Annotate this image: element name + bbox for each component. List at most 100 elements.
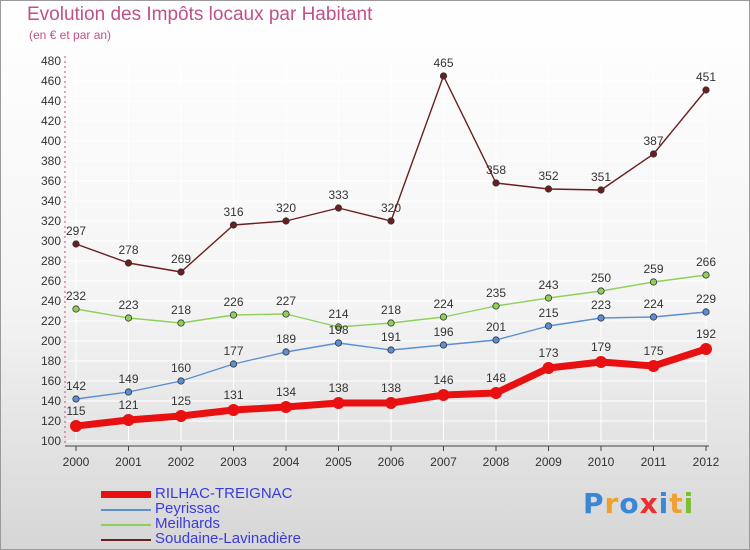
data-point-meilhards <box>544 294 553 302</box>
data-point-peyrissac <box>597 314 605 322</box>
data-label-meilhards: 250 <box>591 271 611 285</box>
data-label-peyrissac: 223 <box>591 298 611 312</box>
logo-letter: P <box>583 487 605 520</box>
axes: 100 120 140 160 180 200 220 240 260 280 300 320 340 3… <box>41 54 720 469</box>
data-label-rilhac-treignac: 115 <box>66 404 85 418</box>
data-label-rilhac-treignac: 138 <box>328 381 348 395</box>
data-point-peyrissac <box>72 395 80 403</box>
y-tick-label: 340 <box>41 194 61 208</box>
data-point-rilhac-treignac <box>332 397 345 409</box>
data-point-soudaine-lavinadiere <box>597 186 605 194</box>
data-label-soudaine-lavinadiere: 333 <box>328 188 348 202</box>
data-point-soudaine-lavinadiere <box>72 240 80 248</box>
data-label-rilhac-treignac: 146 <box>433 373 453 387</box>
legend-label-peyrissac: Peyrissac <box>155 500 221 517</box>
data-label-meilhards: 218 <box>171 303 191 317</box>
y-tick-label: 220 <box>41 314 61 328</box>
chart-title: Evolution des Impôts locaux par Habitant <box>27 4 373 25</box>
data-point-meilhards <box>124 314 133 322</box>
x-tick-label: 2012 <box>693 455 720 469</box>
x-tick-label: 2011 <box>641 455 667 469</box>
data-point-meilhards <box>177 319 185 327</box>
data-label-soudaine-lavinadiere: 316 <box>223 205 243 219</box>
data-label-rilhac-treignac: 175 <box>643 344 663 358</box>
data-label-soudaine-lavinadiere: 320 <box>276 201 296 215</box>
data-label-peyrissac: 160 <box>171 361 191 375</box>
data-point-rilhac-treignac <box>490 387 502 399</box>
data-point-rilhac-treignac <box>647 360 660 372</box>
y-tick-label: 260 <box>41 274 61 288</box>
y-tick-label: 440 <box>41 94 61 108</box>
data-point-soudaine-lavinadiere <box>649 150 658 158</box>
x-tick-label: 2006 <box>378 455 405 469</box>
legend-item-meilhards: Meilhards <box>101 515 361 532</box>
y-tick-label: 200 <box>41 334 61 348</box>
line-chart: 100 120 140 160 180 200 220 240 260 280 300 320 340 3… <box>41 54 720 469</box>
data-label-rilhac-treignac: 125 <box>171 394 191 408</box>
y-tick-label: 320 <box>41 214 61 228</box>
data-label-peyrissac: 215 <box>538 306 558 320</box>
data-point-peyrissac <box>229 360 238 368</box>
data-label-meilhards: 226 <box>223 295 243 309</box>
data-point-peyrissac <box>439 341 448 349</box>
y-tick-label: 240 <box>41 294 61 308</box>
data-point-peyrissac <box>649 313 658 321</box>
y-tick-label: 300 <box>41 234 61 248</box>
y-tick-label: 100 <box>41 434 61 448</box>
data-label-meilhards: 243 <box>538 278 558 292</box>
legend-swatch-peyrissac <box>101 509 151 511</box>
legend-label-meilhards: Meilhards <box>155 515 221 532</box>
x-tick-label: 2010 <box>588 455 615 469</box>
data-label-soudaine-lavinadiere: 320 <box>381 201 401 215</box>
y-tick-label: 160 <box>41 374 61 388</box>
y-tick-label: 420 <box>41 114 61 128</box>
logo-letter: r <box>604 487 620 520</box>
y-tick-label: 280 <box>41 254 61 268</box>
data-label-rilhac-treignac: 134 <box>276 385 296 399</box>
data-label-rilhac-treignac: 131 <box>223 388 243 402</box>
y-tick-label: 380 <box>41 154 61 168</box>
data-point-meilhards <box>387 319 395 327</box>
y-tick-label: 180 <box>41 354 61 368</box>
chart-subtitle: (en € et par an) <box>29 28 112 42</box>
x-tick-label: 2001 <box>115 455 142 469</box>
logo-letter: o <box>619 487 640 520</box>
data-label-soudaine-lavinadiere: 351 <box>591 170 611 184</box>
data-label-rilhac-treignac: 121 <box>118 398 138 412</box>
x-tick-label: 2004 <box>273 455 300 469</box>
data-label-soudaine-lavinadiere: 297 <box>66 224 86 238</box>
data-point-meilhards <box>439 313 448 321</box>
data-label-peyrissac: 149 <box>118 372 138 386</box>
data-label-soudaine-lavinadiere: 358 <box>486 163 506 177</box>
data-point-peyrissac <box>177 377 185 385</box>
data-point-rilhac-treignac <box>175 410 187 422</box>
y-tick-label: 400 <box>41 134 61 148</box>
logo-letter: i <box>683 487 695 520</box>
data-point-meilhards <box>72 305 80 313</box>
data-point-rilhac-treignac <box>70 420 82 432</box>
x-tick-label: 2000 <box>63 455 90 469</box>
x-tick-label: 2005 <box>325 455 352 469</box>
data-label-meilhards: 235 <box>486 286 506 300</box>
data-label-rilhac-treignac: 192 <box>696 327 716 341</box>
data-label-meilhards: 259 <box>643 262 663 276</box>
data-point-rilhac-treignac <box>595 356 607 368</box>
data-point-peyrissac <box>492 336 500 344</box>
data-point-meilhards <box>282 310 290 318</box>
legend-swatch-rilhac <box>101 491 151 498</box>
data-point-meilhards <box>597 287 605 295</box>
data-point-soudaine-lavinadiere <box>282 217 290 225</box>
data-point-rilhac-treignac <box>122 414 135 426</box>
data-point-soudaine-lavinadiere <box>334 204 343 212</box>
data-labels: 297 278 269 316 320 333 320 465 358 352 351 387 451 2… <box>66 56 716 418</box>
data-label-meilhards: 224 <box>433 297 453 311</box>
data-point-soudaine-lavinadiere <box>387 217 395 225</box>
x-tick-label: 2002 <box>168 455 195 469</box>
data-point-soudaine-lavinadiere <box>229 221 238 229</box>
x-tick-label: 2003 <box>220 455 247 469</box>
data-point-rilhac-treignac <box>280 401 292 413</box>
data-label-peyrissac: 201 <box>486 320 506 334</box>
data-label-peyrissac: 177 <box>223 344 243 358</box>
data-label-peyrissac: 229 <box>696 292 716 306</box>
data-label-rilhac-treignac: 173 <box>538 346 558 360</box>
